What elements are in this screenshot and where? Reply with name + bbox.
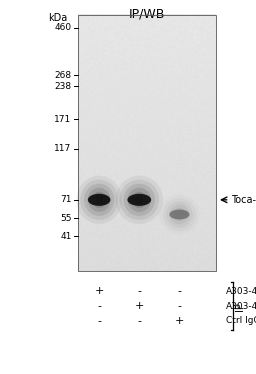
Ellipse shape (88, 188, 110, 212)
Ellipse shape (84, 184, 114, 216)
Ellipse shape (123, 184, 155, 216)
Text: -: - (97, 301, 101, 311)
Text: Ctrl IgG: Ctrl IgG (226, 316, 256, 325)
Ellipse shape (77, 176, 122, 224)
Text: 238: 238 (55, 82, 71, 91)
Ellipse shape (169, 205, 189, 224)
Text: 117: 117 (54, 144, 71, 153)
Ellipse shape (176, 211, 183, 218)
Text: -: - (137, 316, 141, 326)
Text: 55: 55 (60, 214, 71, 223)
Text: Toca-1: Toca-1 (231, 195, 256, 205)
Ellipse shape (88, 194, 110, 206)
Ellipse shape (120, 180, 159, 220)
Text: +: + (175, 316, 184, 326)
Text: -: - (97, 316, 101, 326)
Ellipse shape (115, 176, 163, 224)
Text: 460: 460 (55, 23, 71, 32)
Text: +: + (135, 301, 144, 311)
Ellipse shape (80, 180, 118, 220)
Ellipse shape (127, 188, 151, 212)
Ellipse shape (135, 196, 143, 204)
Text: -: - (137, 286, 141, 297)
Bar (78, 15, 216, 271)
Text: A303-469A: A303-469A (226, 287, 256, 296)
Text: IP: IP (235, 302, 245, 310)
Ellipse shape (159, 195, 199, 234)
Text: 41: 41 (60, 232, 71, 241)
Text: -: - (177, 301, 182, 311)
Ellipse shape (95, 196, 103, 204)
Text: 171: 171 (54, 115, 71, 124)
Ellipse shape (92, 192, 107, 208)
Text: 71: 71 (60, 195, 71, 204)
Ellipse shape (163, 198, 196, 231)
Ellipse shape (169, 209, 189, 220)
Text: -: - (177, 286, 182, 297)
Text: 268: 268 (55, 71, 71, 80)
Text: kDa: kDa (49, 13, 68, 23)
Ellipse shape (173, 208, 186, 221)
Ellipse shape (166, 201, 193, 228)
Text: A303-470A: A303-470A (226, 301, 256, 311)
Ellipse shape (127, 194, 151, 206)
Text: IP/WB: IP/WB (129, 7, 165, 21)
Text: +: + (94, 286, 104, 297)
Ellipse shape (131, 192, 147, 208)
